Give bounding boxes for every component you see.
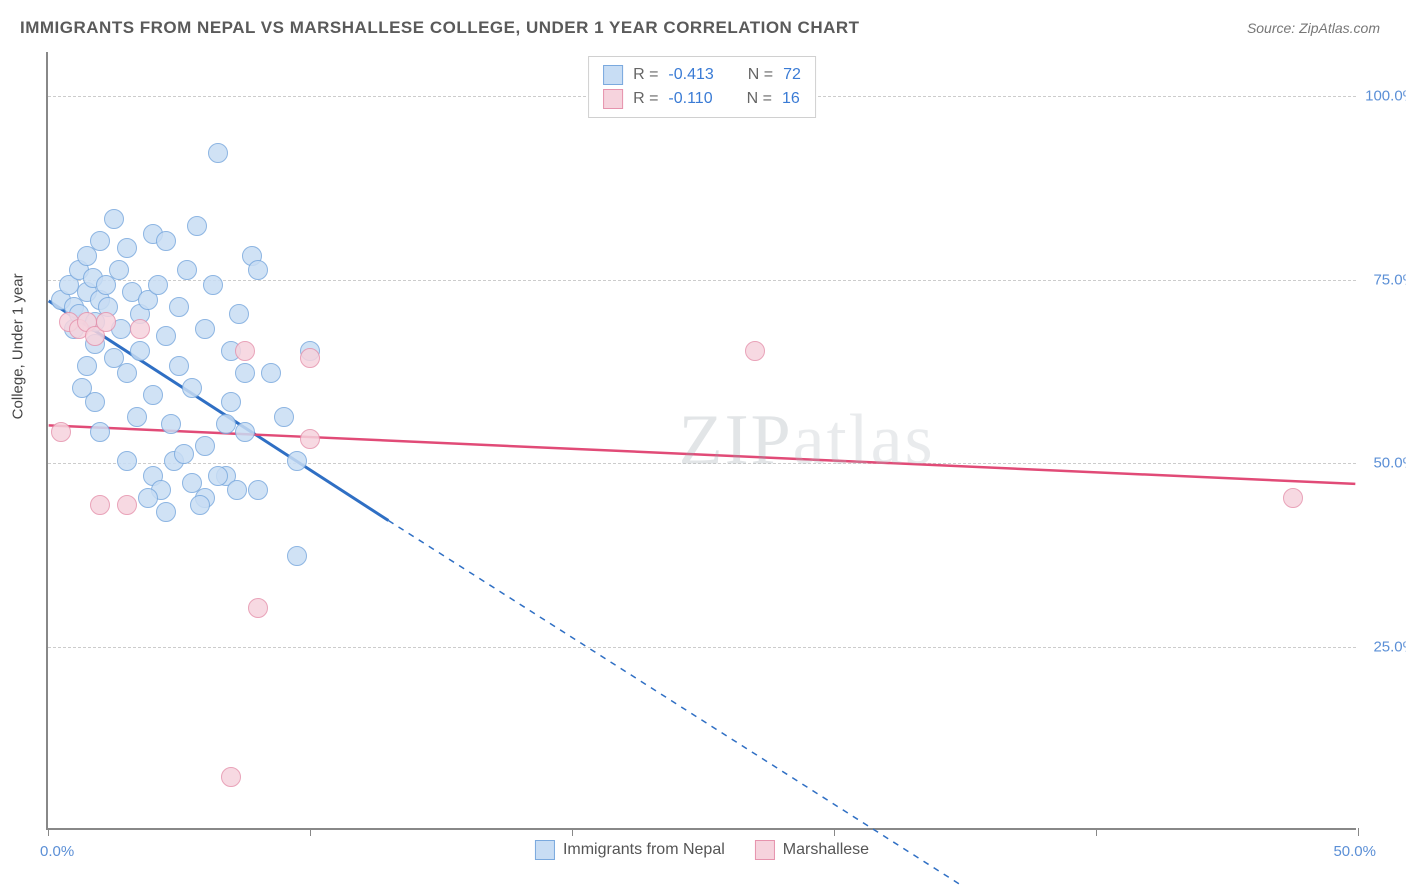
data-point bbox=[261, 363, 281, 383]
data-point bbox=[248, 260, 268, 280]
data-point bbox=[109, 260, 129, 280]
legend-row: R = -0.110 N = 16 bbox=[603, 87, 801, 111]
gridline bbox=[48, 463, 1356, 464]
series-name: Marshallese bbox=[783, 841, 869, 859]
data-point bbox=[117, 238, 137, 258]
data-point bbox=[96, 312, 116, 332]
data-point bbox=[287, 451, 307, 471]
data-point bbox=[169, 297, 189, 317]
data-point bbox=[117, 451, 137, 471]
legend-swatch bbox=[603, 65, 623, 85]
data-point bbox=[235, 341, 255, 361]
x-tick bbox=[48, 828, 49, 836]
data-point bbox=[745, 341, 765, 361]
data-point bbox=[187, 216, 207, 236]
data-point bbox=[104, 209, 124, 229]
data-point bbox=[161, 414, 181, 434]
y-tick-label: 50.0% bbox=[1373, 455, 1406, 472]
watermark: ZIPatlas bbox=[679, 399, 935, 482]
data-point bbox=[274, 407, 294, 427]
x-tick bbox=[310, 828, 311, 836]
x-tick bbox=[1358, 828, 1359, 836]
data-point bbox=[221, 767, 241, 787]
data-point bbox=[1283, 488, 1303, 508]
data-point bbox=[130, 341, 150, 361]
data-point bbox=[216, 414, 236, 434]
data-point bbox=[195, 319, 215, 339]
x-tick bbox=[1096, 828, 1097, 836]
legend-r-value: -0.110 bbox=[668, 87, 712, 111]
y-tick-label: 25.0% bbox=[1373, 638, 1406, 655]
legend-r-label: R = bbox=[633, 87, 658, 111]
y-tick-label: 75.0% bbox=[1373, 271, 1406, 288]
data-point bbox=[90, 422, 110, 442]
data-point bbox=[143, 385, 163, 405]
data-point bbox=[208, 466, 228, 486]
plot-area: College, Under 1 year 25.0%50.0%75.0%100… bbox=[46, 52, 1356, 830]
series-legend-item: Marshallese bbox=[755, 840, 869, 860]
series-name: Immigrants from Nepal bbox=[563, 841, 725, 859]
data-point bbox=[156, 326, 176, 346]
data-point bbox=[117, 495, 137, 515]
data-point bbox=[51, 422, 71, 442]
data-point bbox=[195, 436, 215, 456]
data-point bbox=[130, 319, 150, 339]
legend-r-label: R = bbox=[633, 63, 658, 87]
data-point bbox=[156, 502, 176, 522]
x-axis-max-label: 50.0% bbox=[1333, 843, 1376, 860]
legend-n-value: 72 bbox=[783, 63, 801, 87]
data-point bbox=[221, 392, 241, 412]
data-point bbox=[227, 480, 247, 500]
x-tick bbox=[834, 828, 835, 836]
legend-swatch bbox=[535, 840, 555, 860]
y-axis-title: College, Under 1 year bbox=[10, 273, 27, 419]
data-point bbox=[127, 407, 147, 427]
x-tick bbox=[572, 828, 573, 836]
data-point bbox=[300, 348, 320, 368]
data-point bbox=[208, 143, 228, 163]
data-point bbox=[177, 260, 197, 280]
series-legend-item: Immigrants from Nepal bbox=[535, 840, 725, 860]
data-point bbox=[182, 378, 202, 398]
gridline bbox=[48, 647, 1356, 648]
y-tick-label: 100.0% bbox=[1365, 88, 1406, 105]
legend-n-value: 16 bbox=[782, 87, 800, 111]
chart-title: IMMIGRANTS FROM NEPAL VS MARSHALLESE COL… bbox=[20, 18, 860, 38]
data-point bbox=[248, 480, 268, 500]
data-point bbox=[287, 546, 307, 566]
data-point bbox=[174, 444, 194, 464]
data-point bbox=[169, 356, 189, 376]
gridline bbox=[48, 280, 1356, 281]
data-point bbox=[90, 231, 110, 251]
data-point bbox=[156, 231, 176, 251]
data-point bbox=[85, 392, 105, 412]
correlation-legend: R = -0.413 N = 72 R = -0.110 N = 16 bbox=[588, 56, 816, 118]
source-attribution: Source: ZipAtlas.com bbox=[1247, 20, 1380, 36]
data-point bbox=[235, 422, 255, 442]
series-legend: Immigrants from Nepal Marshallese bbox=[535, 840, 869, 860]
data-point bbox=[248, 598, 268, 618]
data-point bbox=[235, 363, 255, 383]
x-axis-min-label: 0.0% bbox=[40, 843, 74, 860]
legend-n-label: N = bbox=[747, 87, 772, 111]
data-point bbox=[203, 275, 223, 295]
legend-row: R = -0.413 N = 72 bbox=[603, 63, 801, 87]
data-point bbox=[90, 495, 110, 515]
legend-swatch bbox=[603, 89, 623, 109]
data-point bbox=[190, 495, 210, 515]
data-point bbox=[138, 488, 158, 508]
data-point bbox=[148, 275, 168, 295]
data-point bbox=[300, 429, 320, 449]
legend-swatch bbox=[755, 840, 775, 860]
legend-r-value: -0.413 bbox=[668, 63, 713, 87]
legend-n-label: N = bbox=[748, 63, 773, 87]
data-point bbox=[77, 356, 97, 376]
data-point bbox=[117, 363, 137, 383]
data-point bbox=[229, 304, 249, 324]
